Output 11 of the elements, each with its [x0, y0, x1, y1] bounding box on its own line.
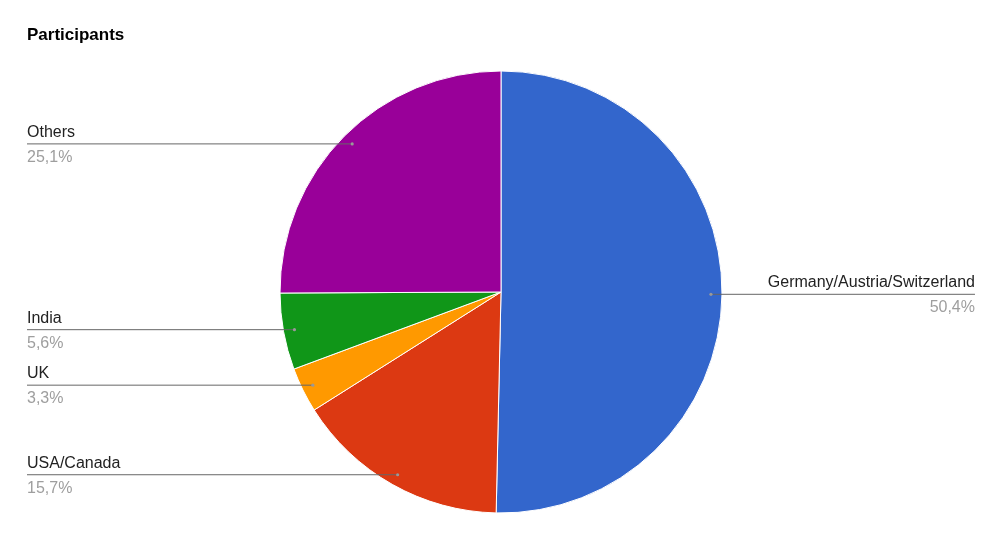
data-label: 25,1% — [27, 147, 73, 165]
chart-title: Participants — [27, 25, 125, 44]
data-label: 15,7% — [27, 478, 73, 496]
slice-label: USA/Canada — [27, 453, 121, 471]
slice-label: Germany/Austria/Switzerland — [767, 273, 975, 291]
data-label: 5,6% — [27, 333, 64, 351]
slice-label: India — [27, 308, 62, 326]
slice-label: Others — [27, 122, 76, 140]
data-label: 50,4% — [929, 298, 975, 316]
data-label: 3,3% — [27, 389, 64, 407]
slice-label: UK — [27, 364, 50, 382]
